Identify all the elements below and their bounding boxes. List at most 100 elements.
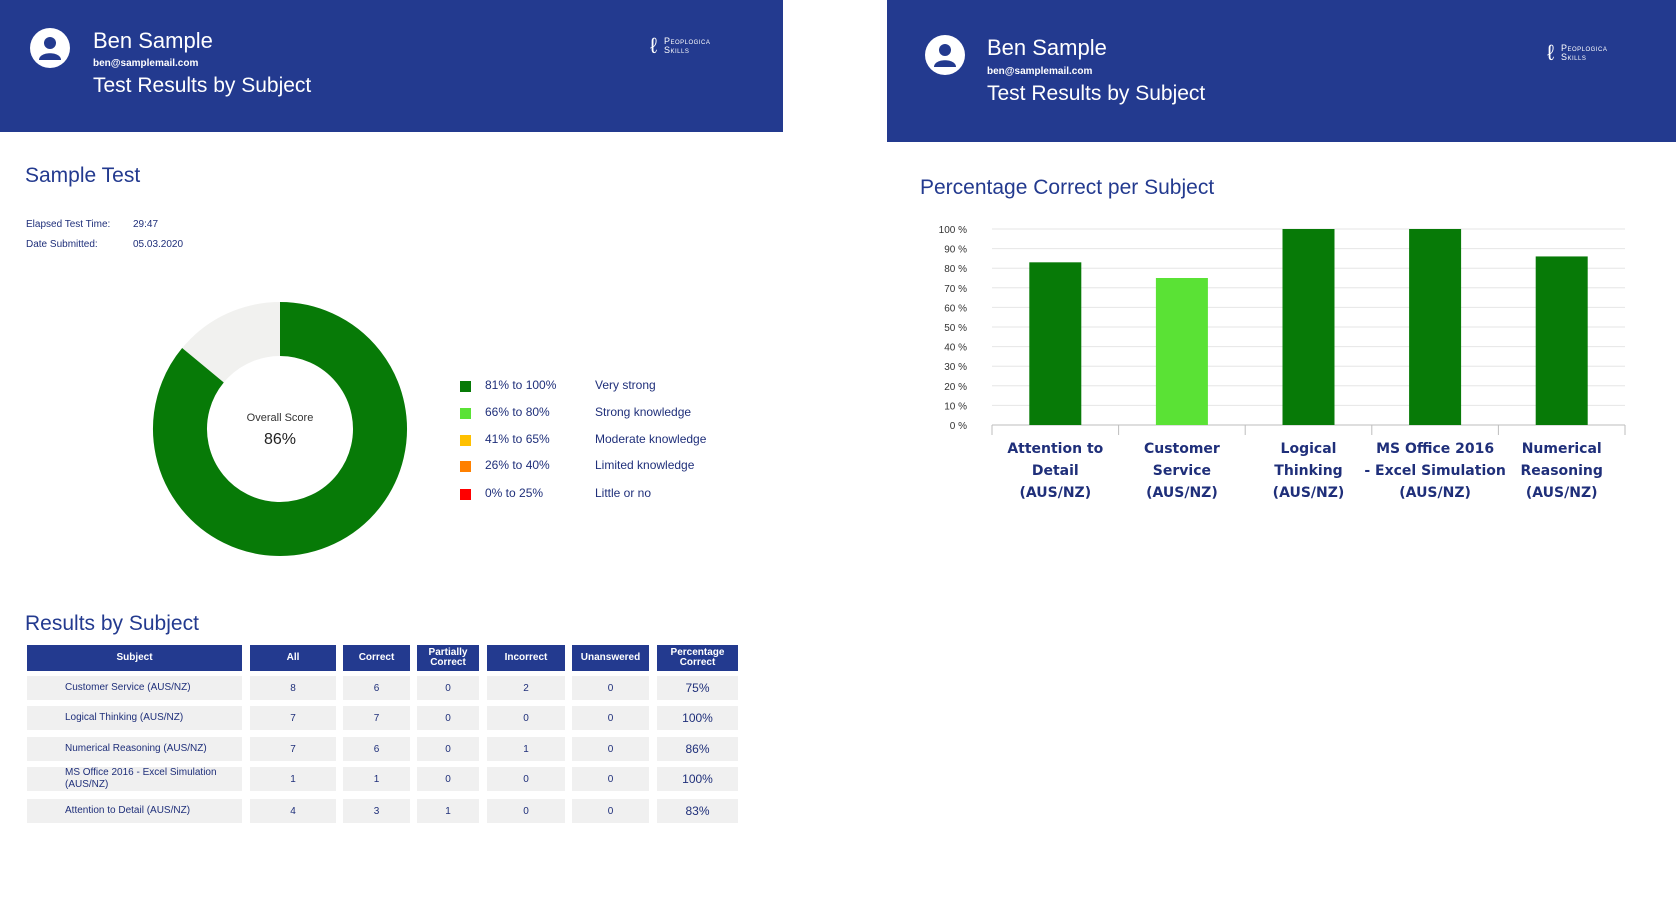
header-percentage-correct: Percentage Correct xyxy=(657,645,738,671)
x-tick-label: Customer xyxy=(1144,441,1220,457)
elapsed-time-label: Elapsed Test Time: xyxy=(26,219,111,230)
legend-description: Moderate knowledge xyxy=(595,432,707,446)
cell-incorrect: 0 xyxy=(487,706,565,730)
legend-range: 66% to 80% xyxy=(485,405,550,419)
legend-description: Strong knowledge xyxy=(595,405,692,419)
x-tick-label: MS Office 2016 xyxy=(1376,441,1494,457)
cell-unanswered: 0 xyxy=(572,767,649,791)
elapsed-time-value: 29:47 xyxy=(133,219,159,230)
bar xyxy=(1282,229,1335,425)
cell-all: 8 xyxy=(250,676,336,700)
candidate-email: ben@samplemail.com xyxy=(93,58,199,69)
cell-incorrect: 0 xyxy=(487,767,565,791)
date-submitted-value: 05.03.2020 xyxy=(133,239,184,250)
legend-swatch xyxy=(460,435,471,446)
cell-partially-correct: 1 xyxy=(417,799,479,823)
y-tick-label: 30 % xyxy=(944,362,967,373)
cell-partially-correct: 0 xyxy=(417,706,479,730)
cell-unanswered: 0 xyxy=(572,676,649,700)
user-avatar-icon xyxy=(925,35,965,75)
y-tick-label: 10 % xyxy=(944,401,967,412)
x-tick-label: (AUS/NZ) xyxy=(1273,485,1345,501)
donut-center-value: 86% xyxy=(264,431,296,448)
cell-subject: Logical Thinking (AUS/NZ) xyxy=(27,706,242,730)
report-page-overview: Ben Sample ben@samplemail.com Test Resul… xyxy=(0,0,783,923)
legend-range: 0% to 25% xyxy=(485,486,544,500)
test-title: Sample Test xyxy=(25,164,141,187)
cell-subject: Numerical Reasoning (AUS/NZ) xyxy=(27,737,242,761)
x-tick-label: (AUS/NZ) xyxy=(1146,485,1218,501)
logo-mark-icon: ℓ xyxy=(1547,40,1555,65)
report-title: Test Results by Subject xyxy=(987,82,1206,105)
header-unanswered: Unanswered xyxy=(572,645,649,671)
candidate-name: Ben Sample xyxy=(987,35,1107,60)
legend-swatch xyxy=(460,489,471,500)
x-tick-label: - Excel Simulation xyxy=(1364,463,1506,479)
cell-percentage-correct: 83% xyxy=(657,799,738,823)
report-title: Test Results by Subject xyxy=(93,74,312,97)
y-tick-label: 0 % xyxy=(950,421,967,432)
x-tick-label: Logical xyxy=(1281,441,1337,457)
cell-incorrect: 2 xyxy=(487,676,565,700)
x-tick-label: Numerical xyxy=(1522,441,1602,457)
cell-all: 7 xyxy=(250,706,336,730)
cell-all: 4 xyxy=(250,799,336,823)
cell-correct: 7 xyxy=(343,706,410,730)
cell-percentage-correct: 75% xyxy=(657,676,738,700)
y-tick-label: 20 % xyxy=(944,382,967,393)
legend-swatch xyxy=(460,381,471,392)
x-tick-label: Thinking xyxy=(1274,463,1342,479)
y-tick-label: 90 % xyxy=(944,245,967,256)
y-tick-label: 60 % xyxy=(944,303,967,314)
legend-description: Limited knowledge xyxy=(595,458,695,472)
header-correct: Correct xyxy=(343,645,410,671)
bar xyxy=(1409,229,1462,425)
cell-subject: Customer Service (AUS/NZ) xyxy=(27,676,242,700)
legend-description: Little or no xyxy=(595,486,652,500)
report-header: Ben Sample ben@samplemail.com Test Resul… xyxy=(887,0,1676,142)
results-title: Results by Subject xyxy=(25,612,199,635)
donut-score-segment xyxy=(153,302,407,556)
user-avatar-icon xyxy=(30,28,70,68)
legend-range: 81% to 100% xyxy=(485,378,557,392)
cell-incorrect: 0 xyxy=(487,799,565,823)
bar xyxy=(1155,278,1208,425)
donut-center-label: Overall Score xyxy=(247,412,314,424)
legend-swatch xyxy=(460,408,471,419)
chart-title: Percentage Correct per Subject xyxy=(920,176,1215,199)
cell-percentage-correct: 86% xyxy=(657,737,738,761)
legend-range: 41% to 65% xyxy=(485,432,550,446)
cell-all: 7 xyxy=(250,737,336,761)
cell-partially-correct: 0 xyxy=(417,767,479,791)
cell-correct: 3 xyxy=(343,799,410,823)
candidate-name: Ben Sample xyxy=(93,28,213,53)
date-submitted-label: Date Submitted: xyxy=(26,239,98,250)
y-tick-label: 50 % xyxy=(944,323,967,334)
cell-percentage-correct: 100% xyxy=(657,767,738,791)
company-logo: ℓ Peoplogica Skills xyxy=(1547,40,1608,65)
report-page-chart: Ben Sample ben@samplemail.com Test Resul… xyxy=(887,0,1676,923)
cell-subject: Attention to Detail (AUS/NZ) xyxy=(27,799,242,823)
logo-mark-icon: ℓ xyxy=(650,33,658,58)
cell-all: 1 xyxy=(250,767,336,791)
legend-description: Very strong xyxy=(595,378,656,392)
x-tick-label: Attention to xyxy=(1007,441,1103,457)
legend-swatch xyxy=(460,461,471,472)
header-subject: Subject xyxy=(27,645,242,671)
cell-partially-correct: 0 xyxy=(417,737,479,761)
candidate-email: ben@samplemail.com xyxy=(987,66,1093,77)
percentage-correct-bar-chart: 0 % 10 % 20 % 30 % 40 % 50 % 60 % 70 % 80 % 90 % 1… xyxy=(939,225,1626,501)
company-logo: ℓ Peoplogica Skills xyxy=(650,33,711,58)
cell-correct: 1 xyxy=(343,767,410,791)
cell-subject: MS Office 2016 - Excel Simulation (AUS/N… xyxy=(27,767,242,791)
x-tick-label: (AUS/NZ) xyxy=(1019,485,1091,501)
cell-incorrect: 1 xyxy=(487,737,565,761)
header-all: All xyxy=(250,645,336,671)
cell-unanswered: 0 xyxy=(572,737,649,761)
bar xyxy=(1535,256,1588,425)
y-tick-label: 70 % xyxy=(944,284,967,295)
cell-unanswered: 0 xyxy=(572,706,649,730)
x-tick-label: Service xyxy=(1153,463,1211,479)
legend-range: 26% to 40% xyxy=(485,458,550,472)
x-tick-label: (AUS/NZ) xyxy=(1526,485,1598,501)
